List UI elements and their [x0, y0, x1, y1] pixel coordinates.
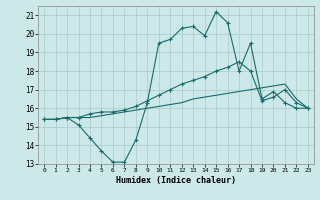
X-axis label: Humidex (Indice chaleur): Humidex (Indice chaleur) [116, 176, 236, 185]
